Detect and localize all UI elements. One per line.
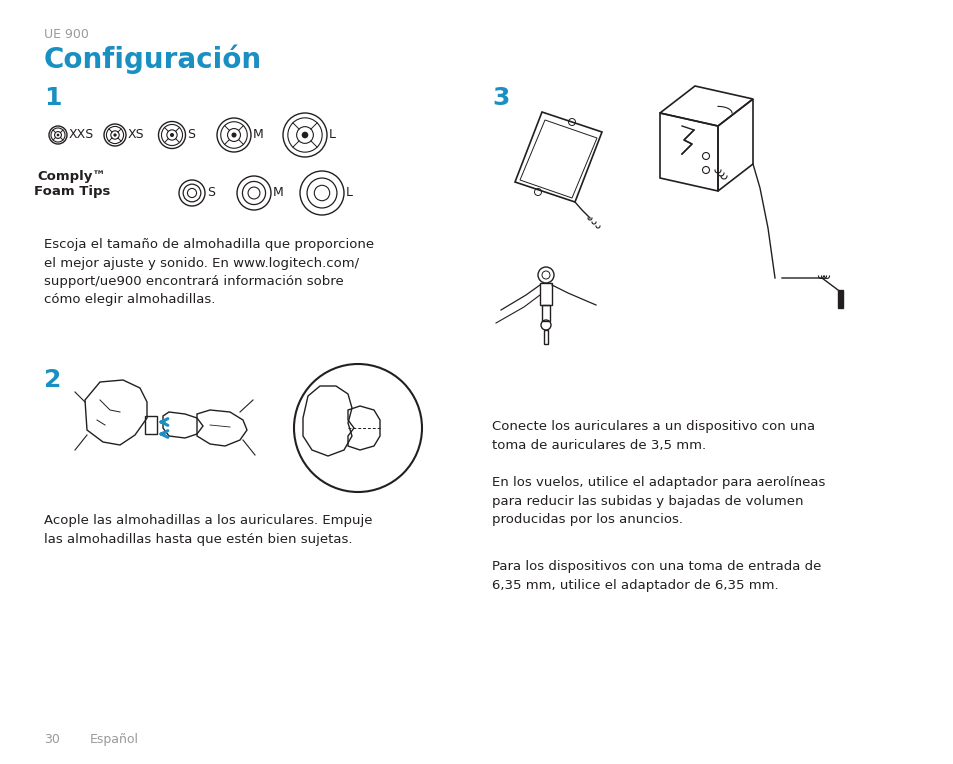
Bar: [145, 416, 157, 434]
Text: 1: 1: [44, 86, 61, 110]
Circle shape: [170, 133, 173, 137]
Text: Configuración: Configuración: [44, 44, 262, 73]
Bar: [539, 283, 552, 305]
Text: M: M: [253, 128, 263, 141]
Circle shape: [301, 131, 308, 138]
Text: S: S: [188, 128, 195, 141]
Text: Conecte los auriculares a un dispositivo con una
toma de auriculares de 3,5 mm.: Conecte los auriculares a un dispositivo…: [492, 420, 814, 452]
Circle shape: [56, 134, 59, 136]
Text: XXS: XXS: [69, 128, 94, 141]
Text: En los vuelos, utilice el adaptador para aerolíneas
para reducir las subidas y b: En los vuelos, utilice el adaptador para…: [492, 476, 824, 526]
Text: 3: 3: [492, 86, 509, 110]
Bar: [837, 290, 842, 308]
Text: Escoja el tamaño de almohadilla que proporcione
el mejor ajuste y sonido. En www: Escoja el tamaño de almohadilla que prop…: [44, 238, 374, 306]
Text: 30: 30: [44, 733, 60, 746]
Circle shape: [232, 132, 236, 138]
Text: 2: 2: [44, 368, 61, 392]
Circle shape: [113, 134, 116, 137]
Text: Español: Español: [90, 733, 139, 746]
Bar: [541, 305, 550, 321]
Text: UE 900: UE 900: [44, 28, 89, 41]
Text: Comply™
Foam Tips: Comply™ Foam Tips: [33, 170, 111, 198]
Bar: [543, 330, 547, 344]
Text: Acople las almohadillas a los auriculares. Empuje
las almohadillas hasta que est: Acople las almohadillas a los auriculare…: [44, 514, 372, 545]
Text: S: S: [207, 186, 214, 199]
Text: L: L: [346, 186, 353, 199]
Text: L: L: [329, 128, 335, 141]
Text: M: M: [273, 186, 283, 199]
Text: XS: XS: [128, 128, 145, 141]
Text: Para los dispositivos con una toma de entrada de
6,35 mm, utilice el adaptador d: Para los dispositivos con una toma de en…: [492, 560, 821, 591]
